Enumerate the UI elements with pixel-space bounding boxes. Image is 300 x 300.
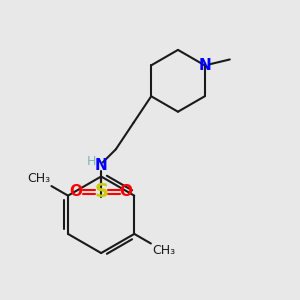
Text: CH₃: CH₃: [152, 244, 176, 257]
Text: O: O: [70, 184, 83, 200]
Text: O: O: [120, 184, 133, 200]
Text: S: S: [94, 182, 108, 202]
Text: H: H: [87, 154, 96, 167]
Text: N: N: [95, 158, 107, 173]
Text: CH₃: CH₃: [27, 172, 50, 185]
Text: N: N: [198, 58, 211, 73]
